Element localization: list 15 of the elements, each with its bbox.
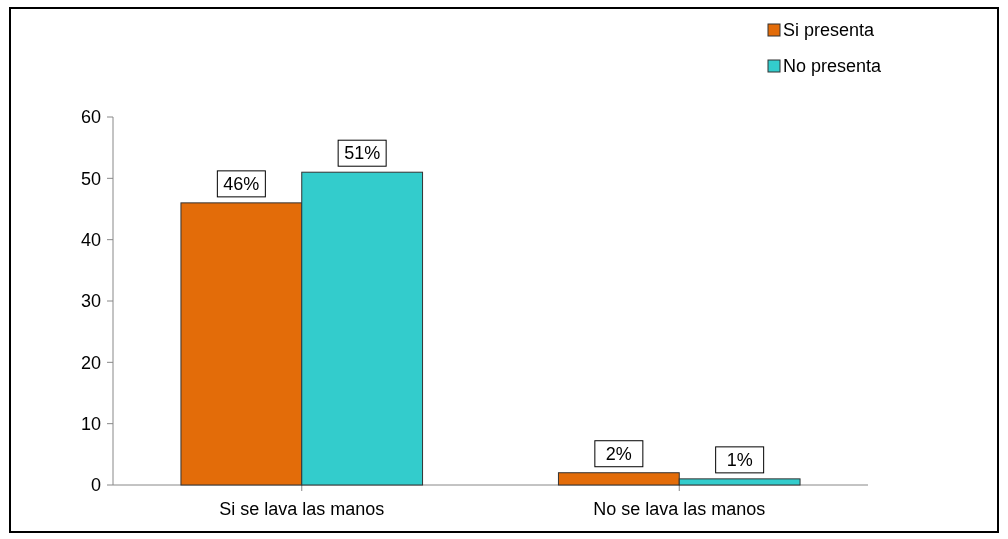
data-label: 2% (605, 443, 632, 464)
y-tick-label: 20 (80, 352, 101, 373)
y-tick-label: 0 (90, 475, 101, 496)
legend-label: Si presenta (783, 20, 876, 41)
y-tick-label: 10 (80, 413, 101, 434)
x-tick-label: Si se lava las manos (219, 499, 385, 519)
data-label: 46% (223, 173, 260, 194)
y-tick-label: 30 (80, 291, 101, 312)
y-tick-label: 40 (80, 229, 101, 250)
y-tick-label: 50 (80, 168, 101, 189)
legend-label: No presenta (783, 56, 883, 77)
data-label: 51% (344, 143, 381, 164)
data-label: 1% (726, 449, 753, 470)
y-tick-label: 60 (80, 107, 101, 128)
x-tick-label: No se lava las manos (593, 499, 766, 519)
